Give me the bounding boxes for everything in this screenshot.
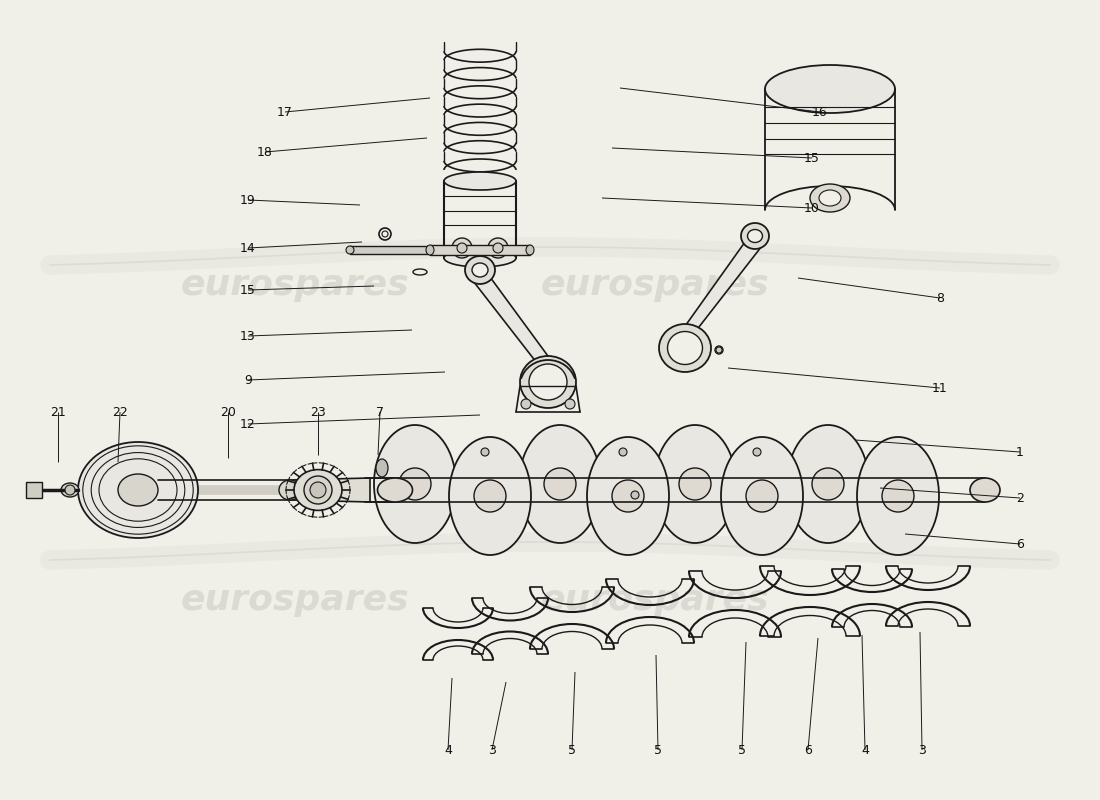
Ellipse shape [118, 474, 158, 506]
Circle shape [488, 238, 508, 258]
Ellipse shape [810, 184, 850, 212]
Ellipse shape [526, 245, 534, 255]
Ellipse shape [444, 249, 516, 267]
Circle shape [310, 482, 326, 498]
Text: 17: 17 [277, 106, 293, 118]
Circle shape [565, 399, 575, 409]
Text: 7: 7 [376, 406, 384, 418]
Circle shape [619, 448, 627, 456]
Ellipse shape [748, 230, 762, 242]
Ellipse shape [970, 478, 1000, 502]
Ellipse shape [529, 364, 566, 400]
Ellipse shape [741, 223, 769, 249]
Ellipse shape [715, 346, 723, 354]
Circle shape [631, 491, 639, 499]
Polygon shape [290, 478, 370, 502]
Ellipse shape [377, 478, 412, 502]
Text: 3: 3 [488, 743, 496, 757]
Ellipse shape [465, 256, 495, 284]
Circle shape [679, 468, 711, 500]
Circle shape [716, 347, 722, 353]
Ellipse shape [379, 228, 390, 240]
Ellipse shape [346, 246, 354, 254]
Text: 11: 11 [932, 382, 948, 394]
Text: 5: 5 [568, 743, 576, 757]
Ellipse shape [78, 442, 198, 538]
Ellipse shape [426, 245, 434, 255]
Text: 20: 20 [220, 406, 235, 418]
Text: 5: 5 [654, 743, 662, 757]
Text: 19: 19 [240, 194, 256, 206]
Ellipse shape [382, 231, 388, 237]
Text: 16: 16 [812, 106, 828, 118]
Ellipse shape [444, 172, 516, 190]
Circle shape [304, 476, 332, 504]
Text: eurospares: eurospares [180, 583, 409, 617]
Ellipse shape [376, 459, 388, 477]
Ellipse shape [668, 331, 703, 365]
Text: 6: 6 [804, 743, 812, 757]
Text: 12: 12 [240, 418, 256, 430]
Circle shape [481, 448, 490, 456]
Circle shape [399, 468, 431, 500]
Text: 10: 10 [804, 202, 820, 214]
Ellipse shape [857, 437, 939, 555]
Circle shape [65, 485, 75, 495]
Ellipse shape [60, 483, 79, 497]
Circle shape [544, 468, 576, 500]
Bar [350, 246, 430, 254]
Text: eurospares: eurospares [541, 583, 769, 617]
Ellipse shape [587, 437, 669, 555]
Ellipse shape [720, 437, 803, 555]
Ellipse shape [519, 425, 601, 543]
Text: 8: 8 [936, 291, 944, 305]
Circle shape [754, 448, 761, 456]
Ellipse shape [654, 425, 736, 543]
Ellipse shape [294, 470, 342, 510]
Bar [26, 482, 42, 498]
Text: 6: 6 [1016, 538, 1024, 550]
Ellipse shape [472, 263, 488, 277]
Ellipse shape [520, 356, 576, 408]
Polygon shape [470, 277, 556, 367]
Ellipse shape [279, 480, 301, 500]
Ellipse shape [412, 269, 427, 275]
Text: 9: 9 [244, 374, 252, 386]
Text: eurospares: eurospares [541, 268, 769, 302]
Text: 18: 18 [257, 146, 273, 158]
Text: 15: 15 [804, 151, 820, 165]
Circle shape [456, 243, 468, 253]
Text: 2: 2 [1016, 491, 1024, 505]
Circle shape [474, 480, 506, 512]
Polygon shape [678, 242, 764, 336]
Circle shape [452, 238, 472, 258]
Circle shape [521, 399, 531, 409]
Text: 15: 15 [240, 283, 256, 297]
Text: 4: 4 [444, 743, 452, 757]
Text: 3: 3 [918, 743, 926, 757]
Text: 13: 13 [240, 330, 256, 342]
Ellipse shape [786, 425, 869, 543]
Circle shape [612, 480, 643, 512]
Text: eurospares: eurospares [180, 268, 409, 302]
Text: 21: 21 [51, 406, 66, 418]
Circle shape [746, 480, 778, 512]
Text: 14: 14 [240, 242, 256, 254]
Bar [430, 245, 530, 255]
Text: 5: 5 [738, 743, 746, 757]
Circle shape [812, 468, 844, 500]
Ellipse shape [374, 425, 456, 543]
Circle shape [882, 480, 914, 512]
Ellipse shape [659, 324, 711, 372]
Text: 4: 4 [861, 743, 869, 757]
Text: 23: 23 [310, 406, 326, 418]
Ellipse shape [449, 437, 531, 555]
Ellipse shape [764, 65, 895, 113]
Circle shape [493, 243, 503, 253]
Text: 1: 1 [1016, 446, 1024, 458]
Ellipse shape [820, 190, 842, 206]
Text: 22: 22 [112, 406, 128, 418]
